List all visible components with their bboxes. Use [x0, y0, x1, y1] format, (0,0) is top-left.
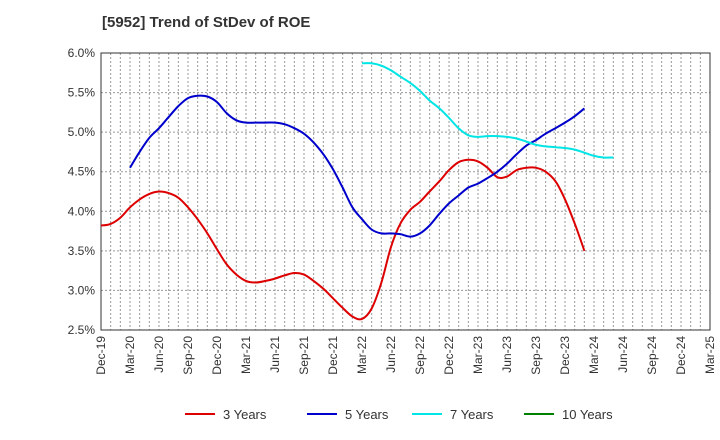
series-line-3-years — [100, 158, 586, 321]
plot-border — [100, 52, 711, 331]
x-tick-label: Mar-20 — [123, 336, 137, 374]
x-tick-label: Mar-24 — [587, 336, 601, 374]
x-tick-label: Sep-24 — [645, 336, 659, 375]
legend-label-5-years: 5 Years — [345, 407, 389, 422]
x-tick-label: Sep-21 — [297, 336, 311, 375]
y-tick-label: 2.5% — [68, 323, 96, 337]
x-tick-label: Jun-21 — [268, 336, 282, 373]
x-tick-label: Dec-22 — [442, 336, 456, 375]
y-tick-label: 5.5% — [68, 86, 96, 100]
x-tick-label: Mar-25 — [703, 336, 717, 374]
legend-label-7-years: 7 Years — [450, 407, 494, 422]
x-tick-label: Jun-20 — [152, 336, 166, 373]
series-layer — [100, 62, 614, 321]
y-tick-label: 5.0% — [68, 125, 96, 139]
y-tick-label: 4.0% — [68, 204, 96, 218]
legend: 3 Years 5 Years 7 Years 10 Years — [185, 407, 613, 422]
x-tick-label: Dec-21 — [326, 336, 340, 375]
x-axis: Dec-19 Mar-20 Jun-20 Sep-20 Dec-20 Mar-21 Jun-… — [94, 336, 717, 375]
x-tick-label: Sep-22 — [413, 336, 427, 375]
x-tick-label: Mar-23 — [471, 336, 485, 374]
legend-label-10-years: 10 Years — [562, 407, 613, 422]
series-line-5-years — [129, 94, 586, 238]
x-tick-label: Dec-19 — [94, 336, 108, 375]
x-tick-label: Dec-20 — [210, 336, 224, 375]
grid-layer — [101, 53, 710, 330]
x-tick-label: Jun-24 — [616, 336, 630, 373]
y-axis: 2.5% 3.0% 3.5% 4.0% 4.5% 5.0% 5.5% 6.0% — [68, 46, 96, 337]
x-tick-label: Dec-23 — [558, 336, 572, 375]
y-tick-label: 4.5% — [68, 165, 96, 179]
x-tick-label: Jun-23 — [500, 336, 514, 373]
plot-frame — [100, 52, 711, 331]
y-tick-label: 6.0% — [68, 46, 96, 60]
x-tick-label: Jun-22 — [384, 336, 398, 373]
chart-title: [5952] Trend of StDev of ROE — [102, 14, 311, 31]
x-tick-label: Mar-21 — [239, 336, 253, 374]
x-tick-label: Sep-20 — [181, 336, 195, 375]
y-tick-label: 3.0% — [68, 283, 96, 297]
x-tick-label: Sep-23 — [529, 336, 543, 375]
x-tick-label: Dec-24 — [674, 336, 688, 375]
series-line-7-years — [361, 62, 614, 159]
x-tick-label: Mar-22 — [355, 336, 369, 374]
legend-label-3-years: 3 Years — [223, 407, 267, 422]
y-tick-label: 3.5% — [68, 244, 96, 258]
